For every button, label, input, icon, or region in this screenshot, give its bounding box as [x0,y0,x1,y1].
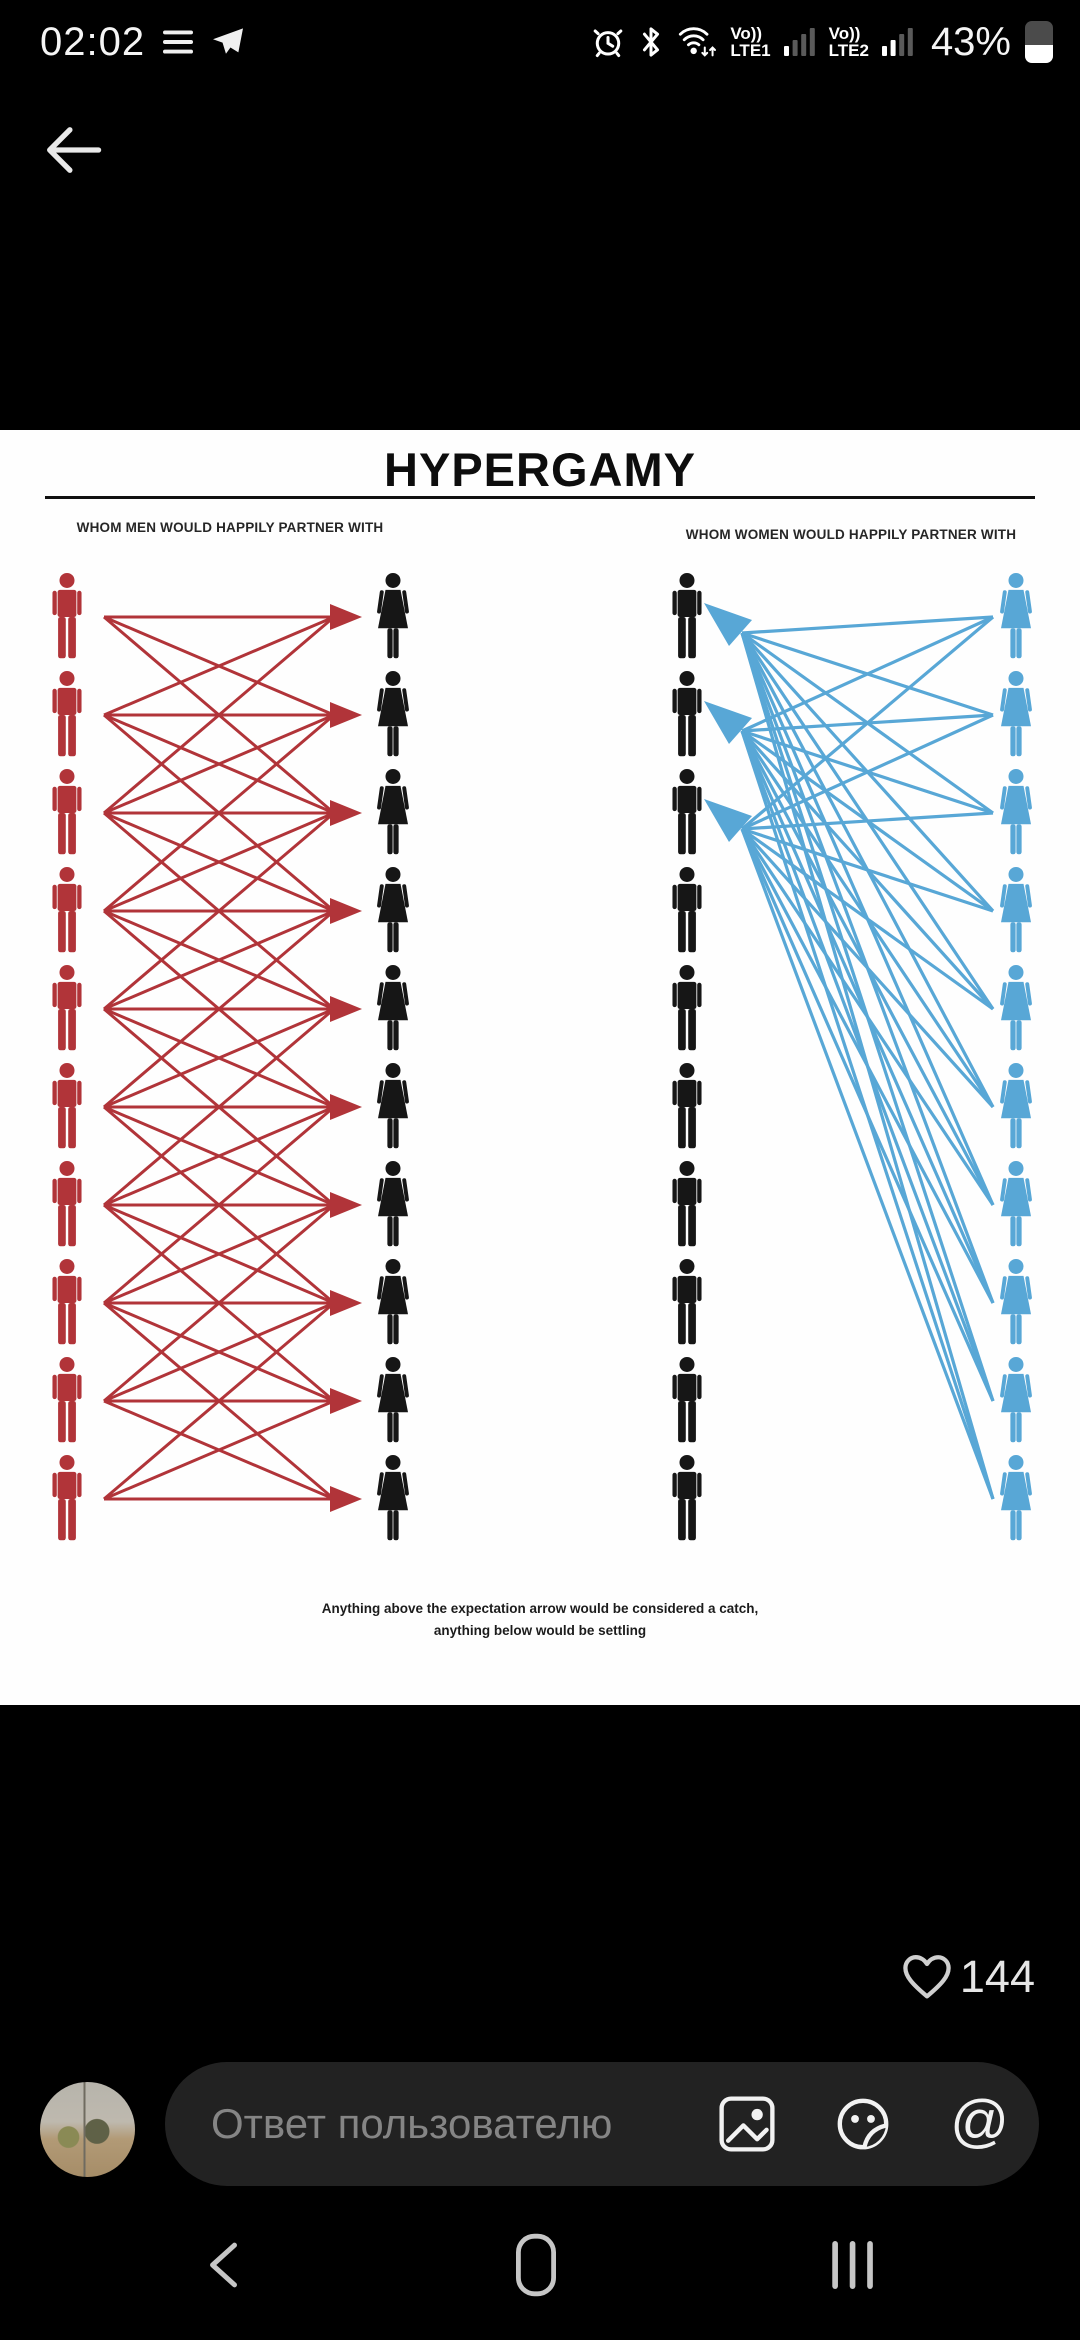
left-man-figure [52,1258,82,1345]
battery-icon [1025,21,1053,63]
right-man-figure [672,1062,702,1149]
bluetooth-icon [643,27,660,57]
right-man-figure [672,670,702,757]
reply-input[interactable] [209,2099,709,2149]
left-man-figure [52,572,82,659]
meme-title: HYPERGAMY [384,443,696,496]
like-count: 144 [959,1951,1035,2002]
sim1-signal-icon [783,28,815,56]
right-man-figure [672,1258,702,1345]
right-woman-figure [999,768,1033,855]
left-column-label: WHOM MEN WOULD HAPPILY PARTNER WITH [76,520,384,535]
reply-input-pill[interactable]: @ [165,2062,1039,2186]
hypergamy-diagram [52,572,1033,1541]
telegram-notification-icon [213,28,244,54]
diagram-arrows [103,615,995,1501]
reply-composer: @ [0,2062,1080,2186]
sim2-signal-icon [881,28,913,56]
right-woman-figure [999,1258,1033,1345]
nav-recents-button[interactable] [831,2241,875,2289]
wifi-icon [679,27,717,57]
back-button[interactable] [38,116,106,184]
left-man-figure [52,1062,82,1149]
right-man-figure [672,768,702,855]
right-man-figure [672,1160,702,1247]
heart-icon[interactable] [900,1950,954,2004]
left-woman-figure [376,1062,410,1149]
status-bar: 02:02 [0,0,1080,78]
right-woman-figure [999,1062,1033,1149]
sim1-network-label: Vo)) LTE1 [730,24,771,60]
left-man-figure [52,768,82,855]
right-man-figure [672,1356,702,1443]
sticker-icon[interactable] [834,2095,892,2153]
right-woman-figure [999,572,1033,659]
nav-home-button[interactable] [515,2233,557,2297]
user-avatar[interactable] [40,2082,135,2177]
left-man-figure [52,866,82,953]
nav-back-button[interactable] [205,2241,241,2289]
battery-percent: 43% [930,19,1011,64]
right-column-label: WHOM WOMEN WOULD HAPPILY PARTNER WITH [685,527,1017,542]
right-man-figure [672,1454,702,1541]
meme-caption: Anything above the expectation arrow wou… [321,1601,759,1638]
left-woman-figure [376,1454,410,1541]
left-woman-figure [376,1356,410,1443]
list-notification-icon [163,30,194,54]
right-woman-figure [999,866,1033,953]
mention-icon[interactable]: @ [950,2089,1009,2154]
left-man-figure [52,1356,82,1443]
diagram-arrowheads [330,603,752,1512]
right-man-figure [672,964,702,1051]
right-man-figure [672,866,702,953]
left-man-figure [52,964,82,1051]
right-woman-figure [999,1160,1033,1247]
right-woman-figure [999,670,1033,757]
right-woman-figure [999,1454,1033,1541]
right-woman-figure [999,964,1033,1051]
left-woman-figure [376,1160,410,1247]
clock-time: 02:02 [40,19,146,64]
left-woman-figure [376,670,410,757]
alarm-icon [593,29,623,58]
gesture-navbar [0,2190,1080,2340]
like-control[interactable]: 144 [900,1950,1035,2004]
sim2-network-label: Vo)) LTE2 [828,24,869,60]
left-man-figure [52,1454,82,1541]
left-woman-figure [376,768,410,855]
left-man-figure [52,1160,82,1247]
attach-image-icon[interactable] [718,2095,776,2153]
hypergamy-meme-image[interactable]: HYPERGAMY WHOM MEN WOULD HAPPILY PARTNER… [0,430,1080,1705]
title-underline [45,496,1035,499]
left-woman-figure [376,572,410,659]
right-man-figure [672,572,702,659]
left-woman-figure [376,1258,410,1345]
right-woman-figure [999,1356,1033,1443]
left-woman-figure [376,964,410,1051]
left-woman-figure [376,866,410,953]
left-man-figure [52,670,82,757]
